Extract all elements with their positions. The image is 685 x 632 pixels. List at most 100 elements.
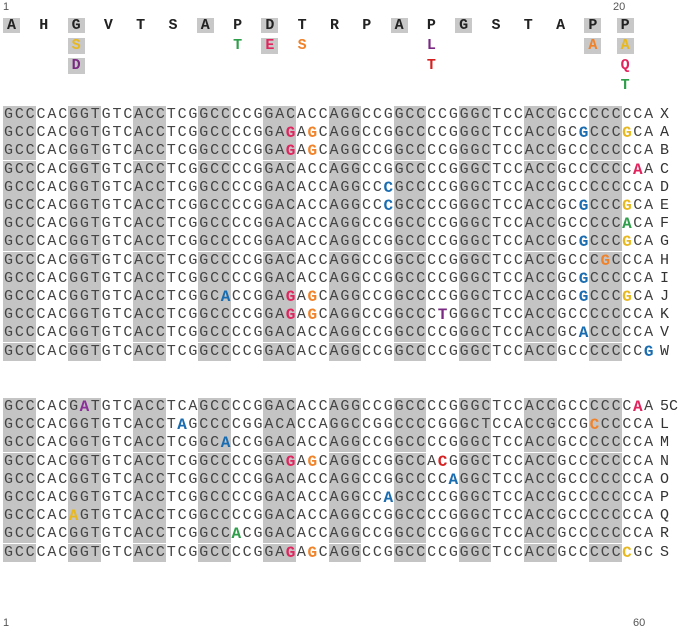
nucleotide: G [448,124,458,142]
nucleotide: G [198,124,210,143]
nucleotide: G [253,452,263,470]
nucleotide: C [144,306,156,325]
nucleotide: G [101,160,111,178]
nucleotide: G [448,160,458,178]
nucleotide: G [339,525,351,544]
nucleotide: C [372,106,382,123]
nucleotide: C [362,306,372,324]
nucleotide: G [557,452,567,470]
nucleotide: T [492,525,502,543]
nucleotide: T [89,269,101,288]
nucleotide: G [469,543,481,562]
nucleotide: G [3,470,14,489]
nucleotide: G [285,452,297,471]
nucleotide: G [339,160,351,179]
nucleotide: C [568,324,578,342]
nucleotide: C [220,398,231,416]
nucleotide: C [144,269,156,288]
nucleotide: G [622,233,632,252]
nucleotide: A [328,342,340,361]
nucleotide: A [644,507,654,525]
nucleotide: C [242,507,252,525]
nucleotide: G [198,197,210,215]
dna-end-number: 60 [633,617,646,629]
nucleotide: C [123,197,133,214]
nucleotide: C [545,106,557,124]
nucleotide: C [372,507,382,525]
nucleotide: G [383,251,393,269]
nucleotide: C [437,324,447,342]
nucleotide: G [198,489,210,507]
nucleotide: C [318,124,328,142]
nucleotide: C [503,124,513,142]
nucleotide: A [644,416,654,434]
nucleotide: G [263,197,275,215]
nucleotide: C [362,233,372,251]
nucleotide: C [285,324,297,343]
nucleotide: G [78,306,90,325]
nucleotide: C [58,470,68,488]
protein-residue: P [426,17,436,34]
nucleotide: C [24,269,36,288]
nucleotide: C [545,251,557,270]
nucleotide: G [469,197,481,215]
nucleotide: G [339,215,351,234]
nucleotide: C [362,470,372,488]
nucleotide: C [480,525,492,544]
nucleotide: T [89,306,101,325]
nucleotide: G [557,306,567,324]
nucleotide: C [36,489,46,506]
nucleotide: C [177,160,187,178]
nucleotide: C [513,543,523,561]
nucleotide: G [557,178,567,196]
nucleotide: G [339,434,351,453]
nucleotide: G [458,416,470,435]
nucleotide: A [632,160,643,179]
nucleotide: C [58,251,68,269]
nucleotide: C [24,178,36,197]
nucleotide: G [101,324,111,342]
nucleotide: G [469,124,481,143]
row-label: F [660,215,670,233]
nucleotide: C [24,306,36,325]
nucleotide: A [274,106,286,124]
nucleotide: A [78,398,90,416]
nucleotide: C [123,452,133,470]
nucleotide: C [437,251,447,269]
nucleotide: C [36,142,46,160]
nucleotide: C [307,178,317,196]
nucleotide: G [68,489,80,507]
nucleotide: G [263,306,275,325]
nucleotide: C [24,489,36,507]
nucleotide: G [557,124,567,142]
nucleotide: T [89,197,101,215]
nucleotide: C [588,233,600,252]
nucleotide: C [36,306,46,324]
nucleotide: C [404,434,416,453]
nucleotide: C [177,543,187,561]
nucleotide: C [220,306,231,325]
nucleotide: A [448,470,459,489]
nucleotide: C [480,142,492,161]
nucleotide: C [633,106,643,123]
nucleotide: C [362,251,372,269]
nucleotide: T [166,142,176,160]
nucleotide: G [339,106,351,124]
nucleotide: C [144,489,156,507]
row-label: M [660,434,670,452]
nucleotide: C [36,233,46,251]
nucleotide: A [296,306,306,324]
nucleotide: C [58,543,68,561]
nucleotide: G [253,106,263,123]
nucleotide: A [523,525,535,544]
nucleotide: G [68,233,80,252]
nucleotide: C [220,507,231,526]
nucleotide: C [58,398,68,415]
nucleotide: C [24,288,36,306]
nucleotide: C [534,124,546,143]
nucleotide: C [480,470,492,489]
nucleotide: C [503,306,513,324]
nucleotide: C [404,142,416,161]
nucleotide: C [13,398,25,416]
nucleotide: A [133,233,145,252]
